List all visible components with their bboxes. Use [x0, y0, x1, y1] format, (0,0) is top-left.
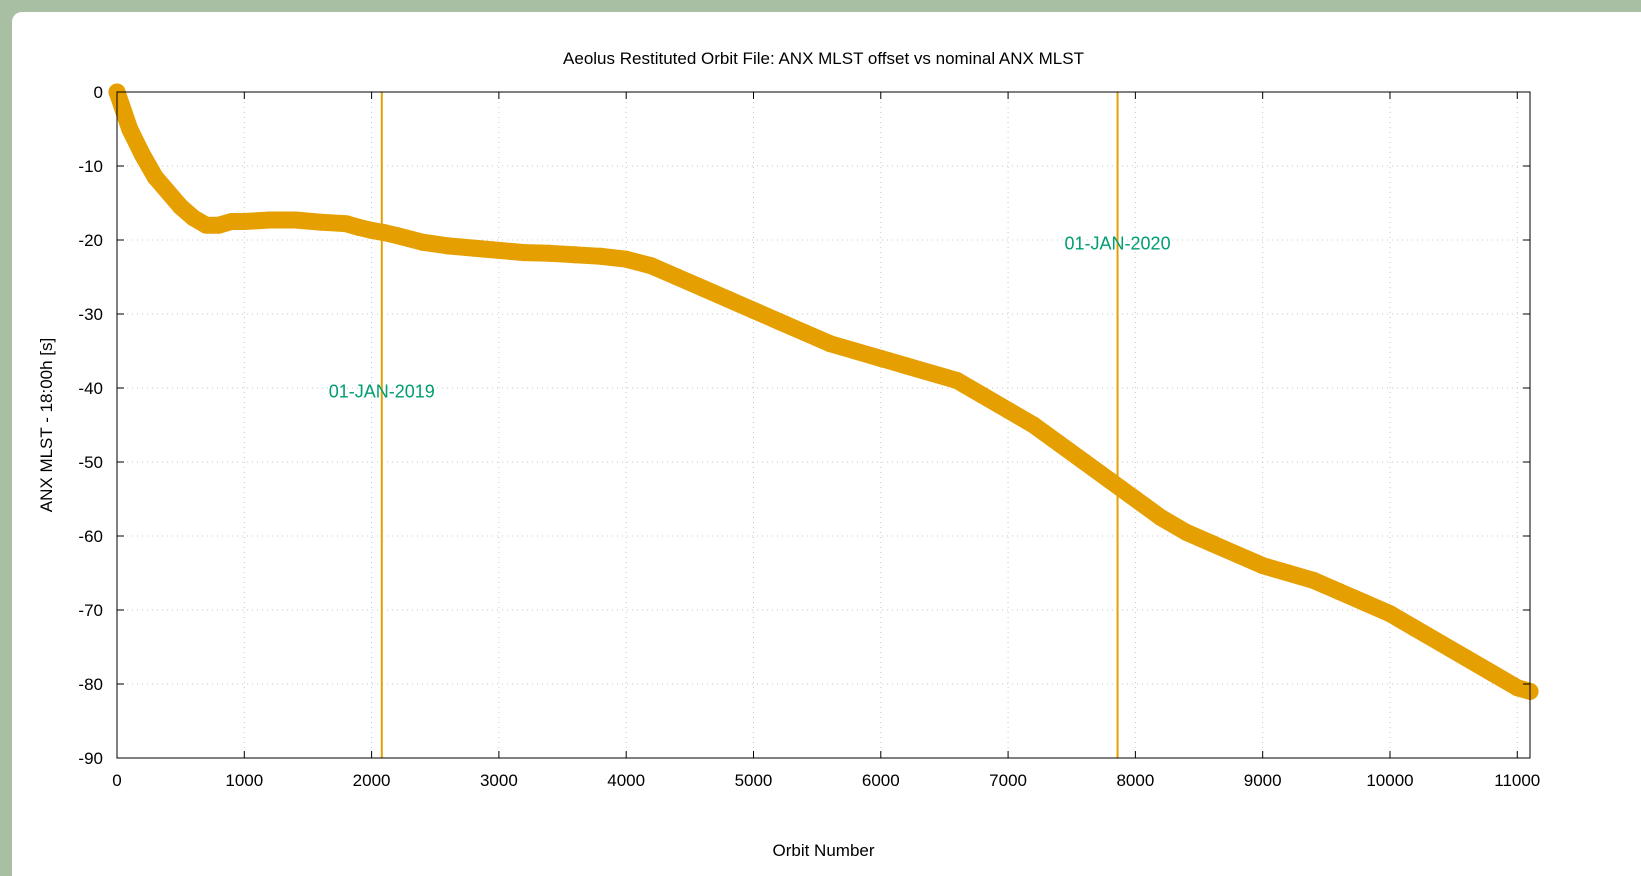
data-point — [1025, 416, 1043, 434]
data-point — [1305, 571, 1323, 589]
data-point — [694, 279, 712, 297]
data-point — [286, 211, 304, 229]
data-point — [1406, 620, 1424, 637]
data-point — [1381, 605, 1399, 623]
y-tick-label: -60 — [78, 527, 103, 546]
chart: 01-JAN-2019 01-JAN-2020 0 1000 2000 3000 4000… — [37, 49, 1540, 860]
x-tick-label: 2000 — [353, 771, 391, 790]
data-point — [1152, 509, 1170, 526]
y-tick-label: 0 — [94, 83, 103, 102]
data-point — [133, 146, 151, 164]
chart-title: Aeolus Restituted Orbit File: ANX MLST o… — [563, 49, 1084, 68]
data-point — [1203, 534, 1221, 552]
data-point — [999, 401, 1017, 419]
data-point — [197, 216, 215, 234]
data-point — [948, 372, 966, 390]
x-tick-label: 11000 — [1494, 771, 1540, 790]
data-point — [159, 183, 177, 201]
data-point — [363, 221, 381, 239]
data-point — [643, 257, 661, 275]
data-point — [1254, 557, 1272, 575]
data-point — [114, 102, 132, 119]
data-point — [719, 290, 737, 308]
x-tick-label: 3000 — [480, 771, 518, 790]
chart-window: 01-JAN-2019 01-JAN-2020 0 1000 2000 3000 4000… — [12, 12, 1641, 876]
data-point — [1050, 435, 1068, 452]
data-point — [1356, 594, 1374, 612]
reference-lines: 01-JAN-2019 01-JAN-2020 — [329, 92, 1171, 758]
data-point — [375, 224, 393, 242]
data-point — [515, 244, 533, 262]
data-point — [439, 237, 457, 255]
data-point — [541, 244, 559, 262]
data-point — [1177, 523, 1195, 541]
x-axis-label: Orbit Number — [772, 841, 874, 860]
data-point — [744, 301, 762, 319]
data-point — [846, 342, 864, 360]
y-tick-label: -20 — [78, 231, 103, 250]
y-tick-label: -30 — [78, 305, 103, 324]
plot-border — [116, 91, 1531, 759]
x-tick-label: 10000 — [1366, 771, 1413, 790]
data-point — [668, 268, 686, 286]
data-point — [172, 198, 190, 216]
x-tick-label: 6000 — [862, 771, 900, 790]
x-tick-label: 8000 — [1116, 771, 1154, 790]
data-series — [108, 83, 1539, 700]
data-point — [223, 213, 241, 230]
data-point — [350, 218, 368, 236]
data-point — [1126, 490, 1144, 508]
data-point — [974, 386, 992, 404]
x-tick-label: 1000 — [225, 771, 263, 790]
data-point — [1279, 564, 1297, 582]
data-point — [235, 213, 253, 230]
data-point — [923, 364, 941, 382]
data-point — [897, 357, 915, 375]
data-point — [490, 241, 508, 259]
data-point — [1483, 664, 1501, 682]
data-point — [770, 312, 788, 330]
x-tick-label: 5000 — [735, 771, 773, 790]
data-point — [566, 246, 584, 264]
data-point — [795, 324, 813, 341]
data-point — [312, 213, 330, 231]
data-point — [464, 239, 482, 257]
data-point — [1228, 546, 1246, 563]
y-tick-label: -10 — [78, 157, 103, 176]
y-tick-label: -80 — [78, 675, 103, 694]
data-point — [388, 227, 406, 245]
y-tick-label: -70 — [78, 601, 103, 620]
x-tick-label: 7000 — [989, 771, 1027, 790]
x-tick-label: 4000 — [607, 771, 645, 790]
y-tick-label: -90 — [78, 749, 103, 768]
y-tick-label: -50 — [78, 453, 103, 472]
data-point — [414, 233, 432, 251]
data-point — [261, 211, 279, 229]
x-tick-label: 9000 — [1244, 771, 1282, 790]
x-tick-label: 0 — [112, 771, 121, 790]
data-point — [1075, 453, 1093, 471]
y-axis-label: ANX MLST - 18:00h [s] — [37, 338, 56, 512]
data-point — [872, 349, 890, 367]
data-point — [1330, 583, 1348, 600]
date-marker-label: 01-JAN-2019 — [329, 382, 435, 402]
data-point — [1101, 472, 1119, 489]
data-point — [184, 209, 202, 227]
grid — [117, 92, 1530, 758]
data-point — [617, 250, 635, 268]
data-point — [1432, 634, 1450, 652]
data-point — [146, 168, 164, 186]
data-point — [592, 247, 610, 265]
date-marker-label: 01-JAN-2020 — [1065, 234, 1171, 254]
axis-ticks: 0 1000 2000 3000 4000 5000 6000 7000 8000 9000 100… — [78, 83, 1540, 790]
y-tick-label: -40 — [78, 379, 103, 398]
data-point — [821, 335, 839, 353]
data-point — [1457, 649, 1475, 667]
data-point — [121, 120, 139, 138]
